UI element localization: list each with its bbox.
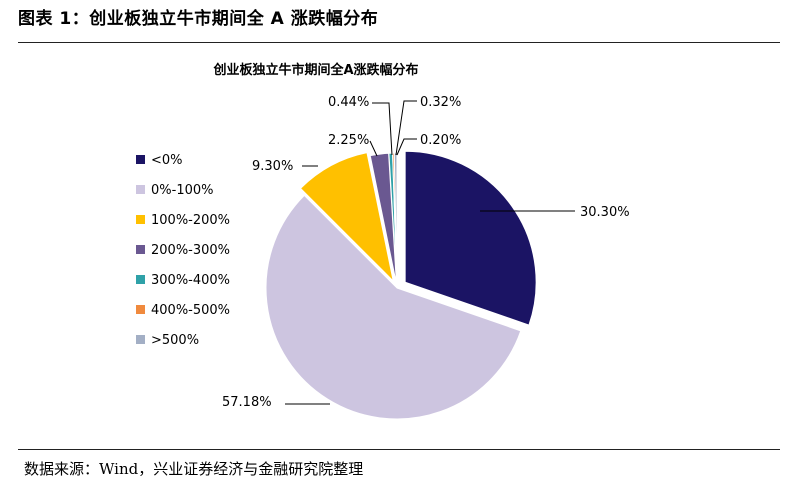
data-label-3: 2.25% [328, 133, 369, 148]
legend-label-5: 400%-500% [151, 303, 230, 318]
leader-line-5 [396, 138, 417, 156]
pie-slice-2 [299, 152, 395, 283]
label-leader-lines [285, 100, 575, 405]
legend-swatch-2 [136, 215, 145, 224]
data-label-6: 0.32% [420, 95, 461, 110]
bottom-divider [18, 449, 780, 450]
legend-swatch-0 [136, 155, 145, 164]
legend-label-2: 100%-200% [151, 213, 230, 228]
figure-title: 图表 1：创业板独立牛市期间全 A 涨跌幅分布 [18, 9, 379, 29]
legend-label-4: 300%-400% [151, 273, 230, 288]
pie-slice-1 [265, 194, 522, 420]
data-label-4: 0.44% [328, 95, 369, 110]
source-note: 数据来源：Wind，兴业证券经济与金融研究院整理 [24, 460, 364, 478]
pie-slices [265, 150, 537, 420]
data-label-2: 9.30% [252, 159, 293, 174]
data-label-0: 30.30% [580, 205, 630, 220]
legend-label-3: 200%-300% [151, 243, 230, 258]
pie-slice-6 [393, 152, 398, 285]
chart-title: 创业板独立牛市期间全A涨跌幅分布 [212, 62, 418, 78]
top-divider [18, 42, 780, 43]
legend: <0% 0%-100% 100%-200% 200%-300% 300%-400% 400… [136, 153, 230, 348]
legend-label-1: 0%-100% [151, 183, 213, 198]
data-labels: 30.30% 57.18% 9.30% 2.25% 0.44% 0.20% 0.32% [222, 95, 630, 410]
legend-swatch-6 [136, 335, 145, 344]
leader-line-4 [372, 102, 393, 156]
pie-slice-0 [404, 150, 537, 326]
leader-line-6 [395, 100, 417, 156]
leader-line-3 [369, 140, 378, 157]
legend-swatch-5 [136, 305, 145, 314]
legend-label-0: <0% [151, 153, 183, 168]
legend-swatch-1 [136, 185, 145, 194]
data-label-5: 0.20% [420, 133, 461, 148]
data-label-1: 57.18% [222, 395, 272, 410]
legend-label-6: >500% [151, 333, 199, 348]
legend-swatch-4 [136, 275, 145, 284]
legend-swatch-3 [136, 245, 145, 254]
